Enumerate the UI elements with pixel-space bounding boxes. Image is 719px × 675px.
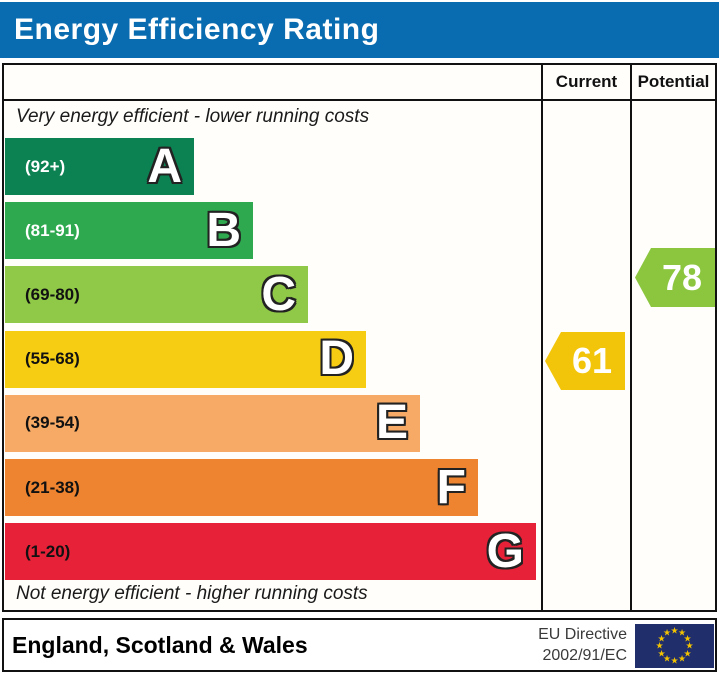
band-range-label: (21-38) [25, 477, 80, 497]
band-range-label: (39-54) [25, 413, 80, 433]
eu-directive-line1: EU Directive [538, 626, 627, 643]
footer-bar: England, Scotland & Wales EU Directive 2… [2, 618, 717, 672]
eu-flag-star: ★ [683, 648, 692, 658]
current-column-divider [541, 65, 543, 610]
eu-flag-star: ★ [683, 633, 692, 643]
band-e: (39-54) E [5, 394, 420, 452]
band-range-label: (1-20) [25, 541, 71, 561]
eu-flag-star: ★ [655, 640, 664, 651]
band-c: (69-80) C [5, 266, 308, 324]
band-range-label: (69-80) [25, 284, 80, 304]
current-column-header: Current [555, 72, 618, 91]
eu-flag-star: ★ [670, 655, 679, 666]
eu-flag-star: ★ [677, 653, 687, 664]
band-g: (1-20) G [5, 523, 536, 581]
title-bar: Energy Efficiency Rating [0, 2, 719, 58]
band-letter: G [486, 524, 524, 578]
top-note: Very energy efficient - lower running co… [16, 106, 370, 127]
potential-rating-value: 78 [661, 256, 703, 298]
band-b: (81-91) B [5, 202, 253, 260]
band-letter: B [206, 203, 241, 257]
band-letter: C [261, 267, 296, 321]
band-d: (55-68) D [5, 330, 366, 388]
eu-flag-star: ★ [657, 633, 666, 643]
eu-flag-star: ★ [677, 627, 687, 638]
eu-directive-line2: 2002/91/EC [542, 647, 627, 664]
table-header-row: Current Potential [4, 65, 715, 101]
region-label: England, Scotland & Wales [12, 632, 308, 658]
band-range-label: (55-68) [25, 349, 80, 369]
band-letter: F [436, 460, 466, 514]
band-range-label: (81-91) [25, 220, 80, 240]
eu-flag-star: ★ [685, 640, 694, 651]
potential-column-header: Potential [637, 72, 710, 91]
eu-directive-label: EU Directive 2002/91/EC [538, 624, 627, 666]
band-letter: E [375, 396, 408, 450]
rating-table: Current Potential Very energy efficient … [2, 63, 717, 612]
page-title: Energy Efficiency Rating [14, 13, 380, 46]
band-letter: D [319, 332, 354, 386]
potential-rating-arrow: 78 [635, 248, 715, 307]
eu-flag-icon: ★ ★ ★ ★ ★ ★ ★ ★ ★ ★ ★ ★ [635, 624, 714, 668]
current-rating-value: 61 [571, 340, 613, 381]
eu-flag-star: ★ [662, 627, 672, 638]
band-f: (21-38) F [5, 459, 478, 516]
potential-column-divider [630, 65, 632, 610]
bottom-note: Not energy efficient - higher running co… [16, 583, 368, 604]
eu-flag-star: ★ [670, 625, 679, 636]
current-rating-arrow: 61 [545, 332, 625, 390]
band-range-label: (92+) [25, 156, 66, 176]
band-letter: A [147, 139, 182, 193]
band-a: (92+) A [5, 138, 194, 195]
eu-flag-star: ★ [662, 653, 672, 664]
eu-flag-star: ★ [657, 648, 666, 658]
